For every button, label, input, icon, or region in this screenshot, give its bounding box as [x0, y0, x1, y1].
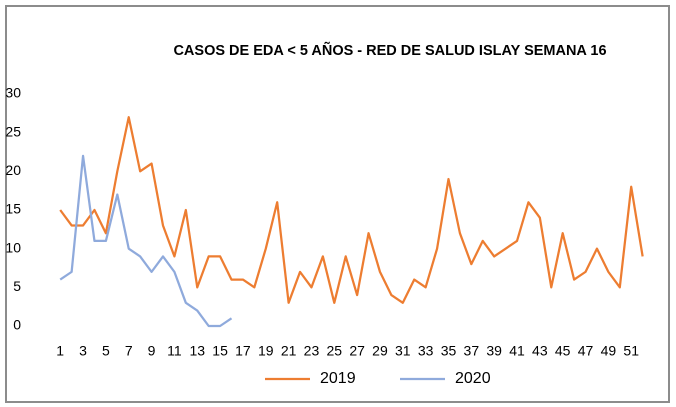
y-tick-label: 30 — [5, 85, 21, 101]
x-tick-label: 33 — [418, 343, 434, 359]
x-tick-label: 43 — [532, 343, 548, 359]
y-tick-label: 25 — [5, 123, 21, 139]
x-tick-label: 3 — [79, 343, 87, 359]
line-series — [59, 116, 644, 304]
y-tick-label: 20 — [5, 162, 21, 178]
x-tick-label: 5 — [102, 343, 110, 359]
x-tick-label: 9 — [148, 343, 156, 359]
line-series — [59, 154, 233, 328]
x-tick-label: 27 — [349, 343, 365, 359]
x-tick-label: 11 — [167, 343, 182, 359]
chart-frame — [5, 5, 670, 403]
legend-label: 2019 — [320, 370, 356, 387]
y-tick-label: 5 — [13, 278, 21, 294]
x-tick-label: 19 — [258, 343, 274, 359]
x-tick-label: 29 — [372, 343, 388, 359]
x-tick-label: 39 — [486, 343, 502, 359]
y-tick-label: 10 — [5, 239, 21, 255]
x-tick-label: 17 — [235, 343, 251, 359]
x-tick-label: 13 — [189, 343, 205, 359]
x-tick-label: 35 — [441, 343, 457, 359]
x-tick-label: 41 — [509, 343, 525, 359]
x-tick-label: 21 — [281, 343, 297, 359]
x-tick-label: 31 — [395, 343, 411, 359]
x-tick-label: 45 — [555, 343, 571, 359]
x-tick-label: 23 — [304, 343, 320, 359]
x-tick-label: 47 — [578, 343, 594, 359]
x-tick-label: 51 — [623, 343, 639, 359]
x-tick-label: 15 — [212, 343, 228, 359]
legend-label: 2020 — [455, 370, 491, 387]
x-tick-label: 7 — [125, 343, 133, 359]
x-tick-label: 25 — [327, 343, 343, 359]
chart-title: CASOS DE EDA < 5 AÑOS - RED DE SALUD ISL… — [173, 43, 607, 59]
y-tick-label: 15 — [5, 201, 21, 217]
x-tick-label: 1 — [56, 343, 64, 359]
x-tick-label: 49 — [601, 343, 617, 359]
x-tick-label: 37 — [464, 343, 480, 359]
y-tick-label: 0 — [13, 317, 21, 333]
